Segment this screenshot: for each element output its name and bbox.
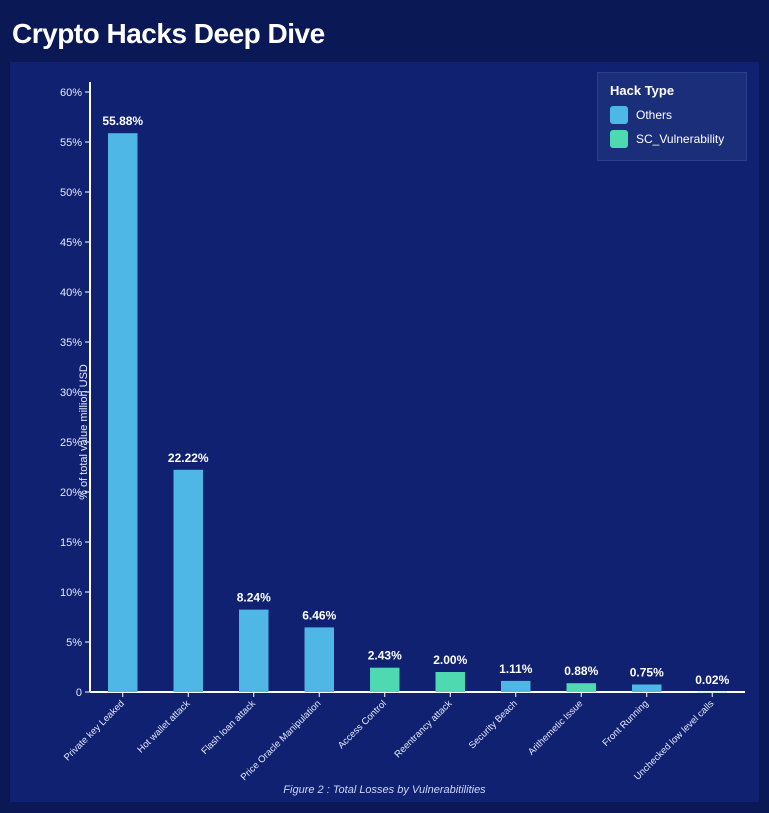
y-tick-label: 50% (60, 187, 82, 199)
bar (567, 683, 596, 692)
legend-swatch (610, 130, 628, 148)
bar (436, 672, 465, 692)
x-category-label: Flash loan attack (199, 698, 258, 757)
bar-value-label: 2.00% (433, 653, 467, 667)
x-category-label: Front Running (601, 698, 651, 748)
bar-value-label: 22.22% (168, 451, 209, 465)
bar-value-label: 1.11% (499, 662, 533, 676)
legend-swatch (610, 106, 628, 124)
page-title: Crypto Hacks Deep Dive (0, 0, 769, 62)
bar (501, 681, 530, 692)
legend-title: Hack Type (610, 83, 732, 98)
x-category-label: Security Beach (467, 698, 520, 751)
chart-canvas: 05%10%15%20%25%30%35%40%45%50%55%60%55.8… (10, 62, 759, 802)
bar (239, 610, 268, 692)
bar-value-label: 55.88% (102, 114, 143, 128)
bar-value-label: 0.75% (630, 666, 664, 680)
y-tick-label: 40% (60, 287, 82, 299)
y-tick-label: 35% (60, 337, 82, 349)
legend-label: SC_Vulnerability (636, 132, 724, 146)
bar-value-label: 6.46% (302, 608, 336, 622)
chart-caption: Figure 2 : Total Losses by Vulnerabitili… (10, 784, 759, 796)
bar (632, 685, 661, 693)
bar (305, 627, 334, 692)
bar (370, 668, 399, 692)
legend-label: Others (636, 108, 672, 122)
y-tick-label: 5% (66, 637, 82, 649)
legend: Hack Type Others SC_Vulnerability (597, 72, 747, 161)
bar (108, 133, 137, 692)
legend-item: SC_Vulnerability (610, 130, 732, 148)
x-category-label: Hot wallet attack (135, 698, 192, 755)
x-category-label: Reentrancy attack (392, 698, 454, 760)
x-category-label: Arithemetic Issue (526, 698, 585, 757)
legend-item: Others (610, 106, 732, 124)
bar-value-label: 0.88% (564, 664, 598, 678)
y-tick-label: 15% (60, 537, 82, 549)
bar (174, 470, 203, 692)
bar-value-label: 2.43% (368, 649, 402, 663)
x-category-label: Access Control (336, 698, 389, 751)
y-tick-label: 60% (60, 87, 82, 99)
y-tick-label: 45% (60, 237, 82, 249)
y-tick-label: 55% (60, 137, 82, 149)
y-tick-label: 10% (60, 587, 82, 599)
y-tick-label: 0 (76, 687, 82, 699)
y-axis-label: % of total value million USD (78, 364, 90, 500)
x-category-label: Private key Leaked (62, 698, 127, 763)
bar-value-label: 8.24% (237, 591, 271, 605)
bar-value-label: 0.02% (695, 673, 729, 687)
bar-chart: 05%10%15%20%25%30%35%40%45%50%55%60%55.8… (10, 62, 759, 802)
